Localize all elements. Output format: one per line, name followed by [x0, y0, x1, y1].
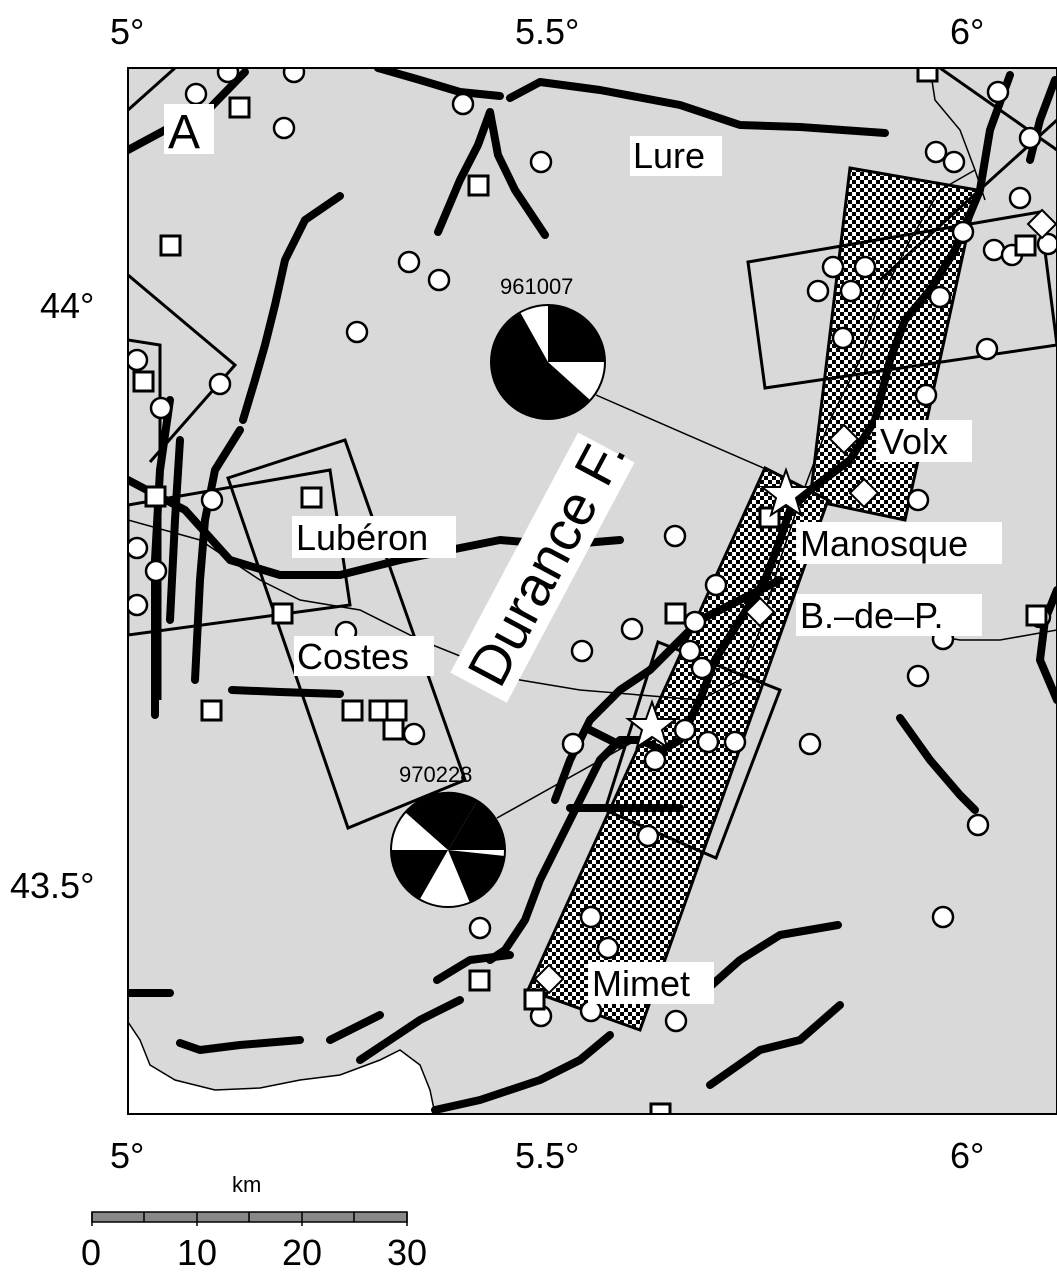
label-volx: Volx: [880, 421, 948, 462]
longitude-ticks-bottom: 5° 5.5° 6°: [110, 1135, 984, 1176]
lon-tick-top-6: 6°: [950, 11, 984, 52]
diamonds: [533, 208, 1057, 995]
lat-tick-43-5: 43.5°: [10, 865, 94, 906]
lon-tick-top-5: 5°: [110, 11, 144, 52]
scale-unit: km: [232, 1172, 261, 1197]
label-luberon: Lubéron: [296, 517, 428, 558]
faults: [128, 68, 1057, 1114]
event-label-970228: 970228: [399, 762, 472, 787]
lon-tick-bottom-5-5: 5.5°: [515, 1135, 579, 1176]
earthquake-circles: [128, 68, 1057, 1033]
lon-tick-bottom-5: 5°: [110, 1135, 144, 1176]
seismic-zones: [128, 68, 1057, 860]
lon-tick-bottom-6: 6°: [950, 1135, 984, 1176]
panel-label: A: [168, 106, 200, 159]
lat-tick-44: 44°: [40, 285, 94, 326]
label-lure: Lure: [633, 135, 705, 176]
label-manosque: Manosque: [800, 523, 968, 564]
lon-tick-top-5-5: 5.5°: [515, 11, 579, 52]
sea-area: [128, 1020, 436, 1114]
event-label-961007: 961007: [500, 274, 573, 299]
latitude-ticks: 44° 43.5°: [10, 285, 94, 906]
scale-bar: km 0 10 20 30: [81, 1172, 427, 1273]
focal-mechanism-961007: [490, 304, 606, 420]
longitude-ticks-top: 5° 5.5° 6°: [110, 11, 984, 52]
scale-tick-30: 30: [387, 1232, 427, 1273]
map-border: [127, 67, 1057, 1115]
panel-label-group: A: [164, 104, 214, 159]
station-squares: [132, 68, 1048, 1114]
label-costes: Costes: [297, 636, 409, 677]
epicentre-stars: [625, 466, 813, 750]
label-mimet: Mimet: [592, 963, 690, 1004]
map-area: [127, 67, 1057, 1115]
scale-tick-10: 10: [177, 1232, 217, 1273]
scale-tick-0: 0: [81, 1232, 101, 1273]
scale-tick-20: 20: [282, 1232, 322, 1273]
focal-mechanism-970228: [390, 791, 506, 908]
label-bdep: B.–de–P.: [800, 595, 943, 636]
